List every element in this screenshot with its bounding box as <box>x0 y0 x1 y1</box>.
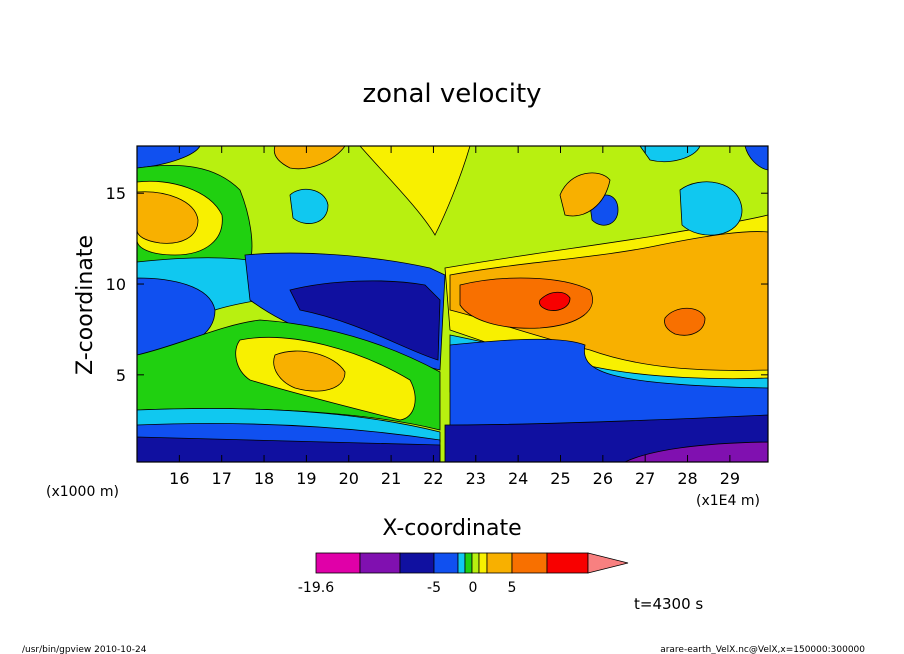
colorbar-label-5: 5 <box>508 580 517 596</box>
x-tick-label: 23 <box>466 469 486 488</box>
region-right-darkorange <box>459 277 593 329</box>
colorbar-segment <box>486 552 513 574</box>
x-tick-label: 22 <box>423 469 443 488</box>
spot-upperright-cyan <box>679 181 743 236</box>
y-tick-label: 15 <box>106 184 126 203</box>
colorbar-segment <box>511 552 548 574</box>
colorbar-segment <box>478 552 488 574</box>
x-unit-label: (x1E4 m) <box>696 493 760 509</box>
colorbar <box>315 552 629 574</box>
footer-left: /usr/bin/gpview 2010-10-24 <box>22 645 147 654</box>
y-axis-label: Z-coordinate <box>73 235 98 375</box>
footer-right: arare-earth_VelX.nc@VelX,x=150000:300000 <box>660 645 865 654</box>
x-tick-label: 25 <box>550 469 570 488</box>
x-tick-label: 16 <box>169 469 189 488</box>
region-central-darkblue <box>289 280 441 361</box>
x-tick-label: 24 <box>508 469 528 488</box>
contour-field <box>137 146 768 462</box>
spot-topright-blue <box>744 146 768 171</box>
x-tick-label: 19 <box>296 469 316 488</box>
region-bottom-darkblue <box>137 436 441 462</box>
region-farright-darkorange <box>664 307 706 336</box>
y-unit-label: (x1000 m) <box>46 484 119 500</box>
x-tick-label: 26 <box>593 469 613 488</box>
spot-upper-cyan-1 <box>289 188 329 224</box>
y-tick-label: 10 <box>106 275 126 294</box>
x-tick-label: 29 <box>720 469 740 488</box>
x-tick-label: 17 <box>212 469 232 488</box>
x-tick-label: 28 <box>677 469 697 488</box>
x-axis-label: X-coordinate <box>382 516 521 541</box>
colorbar-segment <box>359 552 401 574</box>
y-tick-label: 5 <box>116 366 126 385</box>
colorbar-segment <box>399 552 435 574</box>
spot-upper-orange <box>273 146 346 170</box>
spot-upperright-orange <box>559 172 611 217</box>
colorbar-extend-arrow <box>587 552 629 574</box>
y-ticks: 5 10 15 <box>106 184 768 385</box>
spot-upper-yellow <box>359 146 471 236</box>
x-tick-label: 20 <box>339 469 359 488</box>
colorbar-label-0: 0 <box>469 580 478 596</box>
colorbar-segment <box>315 552 361 574</box>
x-tick-label: 21 <box>381 469 401 488</box>
colorbar-segment <box>433 552 459 574</box>
plot-frame <box>136 145 769 463</box>
x-tick-label: 18 <box>254 469 274 488</box>
region-lowerleft-orange <box>273 350 346 392</box>
colorbar-segment <box>546 552 589 574</box>
colorbar-label-neg5: -5 <box>427 580 441 596</box>
colorbar-segment <box>464 552 473 574</box>
region-upperleft-orange <box>137 191 199 244</box>
region-right-red <box>539 291 571 311</box>
x-ticks: 16 17 18 19 20 21 22 23 24 25 26 27 28 29 <box>169 146 740 488</box>
colorbar-segment <box>471 552 480 574</box>
colorbar-segment <box>457 552 466 574</box>
colorbar-min-label: -19.6 <box>298 580 334 596</box>
time-label: t=4300 s <box>634 595 703 613</box>
x-tick-label: 27 <box>635 469 655 488</box>
chart-title: zonal velocity <box>362 79 541 109</box>
